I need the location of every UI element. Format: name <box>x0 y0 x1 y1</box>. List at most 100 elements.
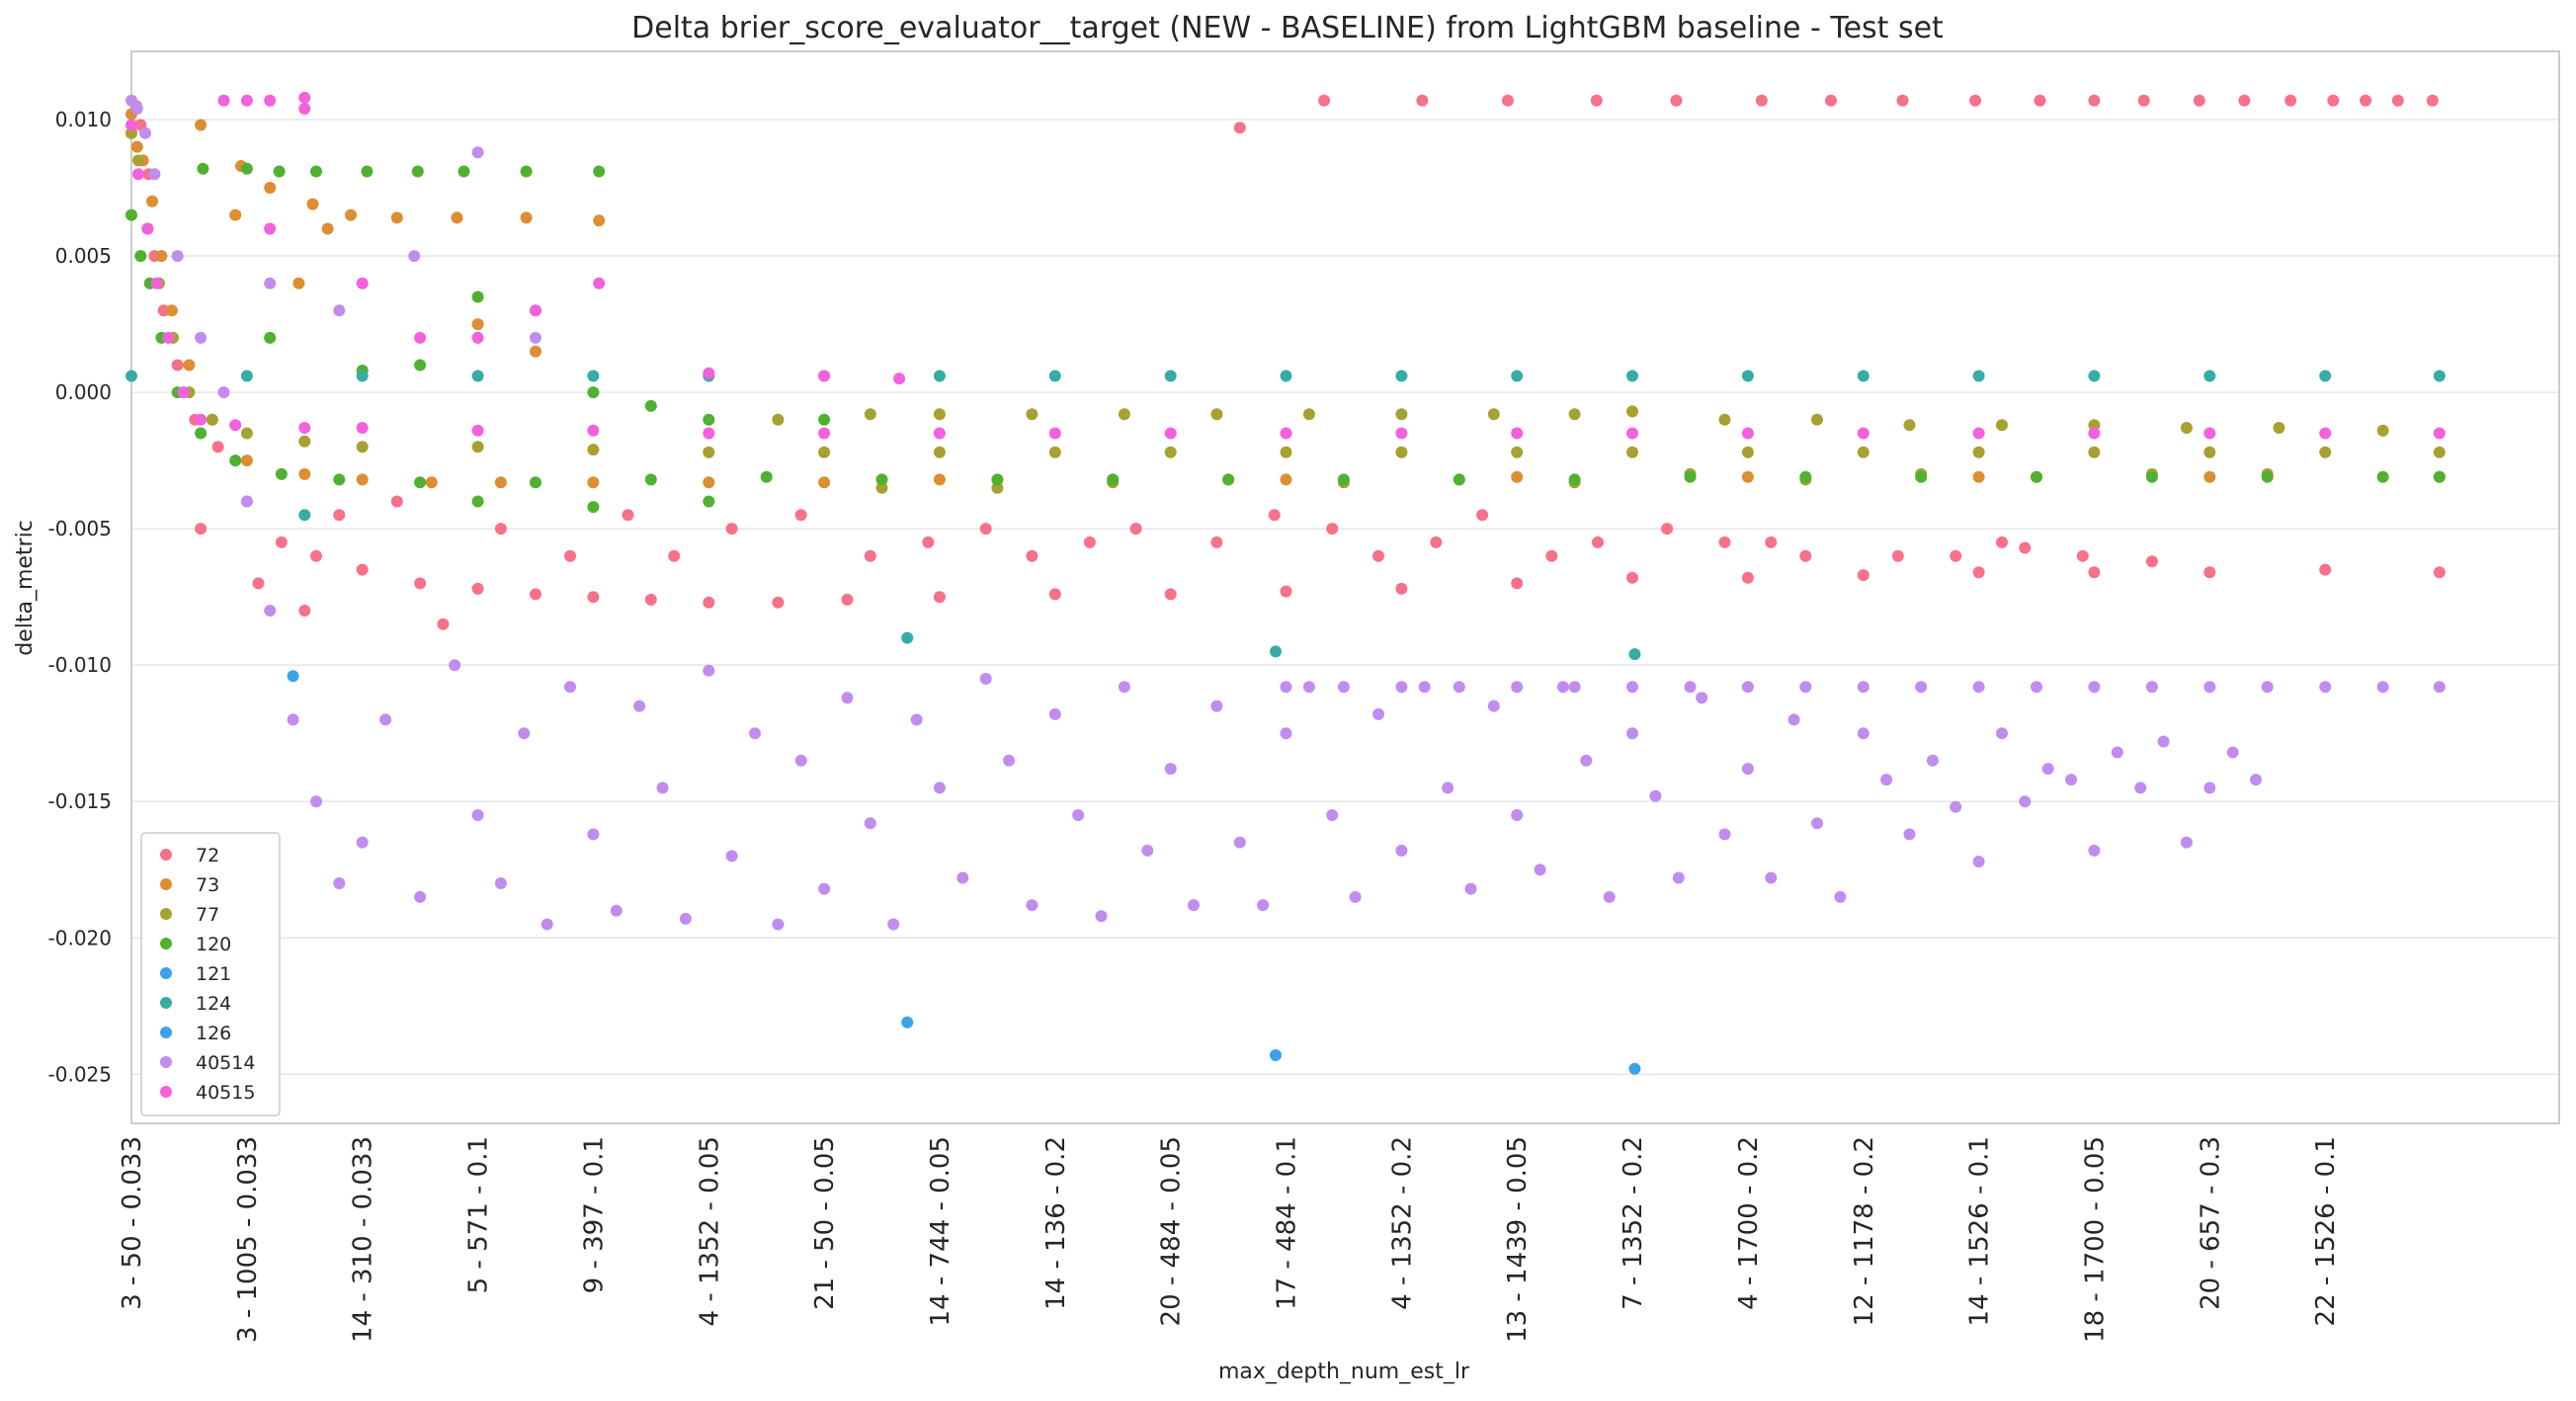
data-point <box>910 713 923 726</box>
legend-label: 40514 <box>196 1052 255 1074</box>
data-point <box>564 549 576 562</box>
data-point <box>298 422 311 434</box>
legend-marker <box>160 1027 172 1038</box>
data-point <box>593 277 606 289</box>
data-point <box>273 165 286 178</box>
data-point <box>240 495 253 508</box>
data-point <box>1556 681 1569 694</box>
data-point <box>1996 727 2008 740</box>
data-point <box>240 370 253 382</box>
data-point <box>155 250 168 263</box>
data-point <box>195 413 208 426</box>
data-point <box>298 91 311 104</box>
data-point <box>610 904 623 917</box>
x-tick-label: 4 - 1352 - 0.05 <box>695 1136 724 1326</box>
legend-label: 120 <box>196 934 231 955</box>
data-point <box>141 222 154 235</box>
data-point <box>725 523 738 536</box>
data-point <box>1326 809 1339 821</box>
y-tick-label: -0.010 <box>48 653 112 677</box>
data-point <box>2134 782 2147 794</box>
data-point <box>1568 408 1581 421</box>
data-point <box>933 591 946 604</box>
data-point <box>1741 427 1754 440</box>
data-point <box>1672 871 1685 884</box>
data-point <box>760 470 773 483</box>
data-point <box>587 444 600 456</box>
x-tick-label: 3 - 1005 - 0.033 <box>233 1136 263 1343</box>
data-point <box>356 563 369 576</box>
data-point <box>1072 809 1085 821</box>
data-point <box>933 408 946 421</box>
data-point <box>1129 523 1142 536</box>
data-point <box>1416 94 1429 107</box>
data-point <box>217 94 230 107</box>
data-point <box>1268 509 1281 522</box>
data-point <box>933 427 946 440</box>
data-point <box>1626 571 1638 584</box>
data-point <box>414 476 427 489</box>
data-point <box>518 727 531 740</box>
data-point <box>165 304 178 317</box>
data-point <box>356 441 369 453</box>
y-tick-label: -0.015 <box>48 789 112 813</box>
data-point <box>345 208 357 221</box>
data-point <box>656 782 669 794</box>
data-point <box>134 250 147 263</box>
data-point <box>1972 681 1985 694</box>
data-point <box>644 473 657 486</box>
data-point <box>1210 536 1223 548</box>
data-point <box>1141 844 1154 857</box>
legend: 72 73 77 120 121 124 126 40514 40515 <box>140 832 281 1116</box>
data-point <box>240 94 253 107</box>
data-point <box>264 331 277 344</box>
data-point <box>991 481 1004 494</box>
data-point <box>411 165 424 178</box>
data-point <box>1857 427 1870 440</box>
data-point <box>1534 864 1546 876</box>
data-point <box>587 591 600 604</box>
data-point <box>2319 681 2332 694</box>
data-point <box>1811 413 1823 426</box>
data-point <box>564 681 576 694</box>
x-tick-label: 7 - 1352 - 0.2 <box>1619 1136 1648 1310</box>
data-point <box>471 582 484 595</box>
data-point <box>298 509 311 522</box>
data-point <box>471 424 484 437</box>
legend-marker <box>160 997 172 1009</box>
data-point <box>390 211 403 224</box>
data-point <box>1857 569 1870 582</box>
data-point <box>818 882 831 895</box>
data-point <box>1164 763 1177 776</box>
data-point <box>240 454 253 467</box>
data-point <box>1996 419 2008 432</box>
data-point <box>195 331 208 344</box>
data-point <box>818 476 831 489</box>
data-point <box>310 549 322 562</box>
data-point <box>356 370 369 382</box>
data-point <box>1755 94 1768 107</box>
data-point <box>1395 446 1408 458</box>
data-point <box>703 367 715 379</box>
data-point <box>1453 681 1465 694</box>
data-point <box>310 795 322 808</box>
data-point <box>864 549 876 562</box>
data-point <box>2327 94 2340 107</box>
data-point <box>1626 446 1638 458</box>
data-point <box>2203 782 2216 794</box>
legend-marker <box>160 1086 172 1098</box>
data-point <box>633 700 646 712</box>
data-point <box>264 277 277 289</box>
data-point <box>298 103 311 115</box>
data-point <box>933 370 946 382</box>
x-tick-label: 12 - 1178 - 0.2 <box>1850 1136 1879 1326</box>
data-point <box>1026 408 1039 421</box>
data-point <box>306 198 319 210</box>
data-point <box>818 413 831 426</box>
data-point <box>1950 549 1962 562</box>
data-point <box>622 509 634 522</box>
data-point <box>587 424 600 437</box>
data-point <box>1487 408 1500 421</box>
data-point <box>1280 585 1292 598</box>
data-point <box>1395 370 1408 382</box>
